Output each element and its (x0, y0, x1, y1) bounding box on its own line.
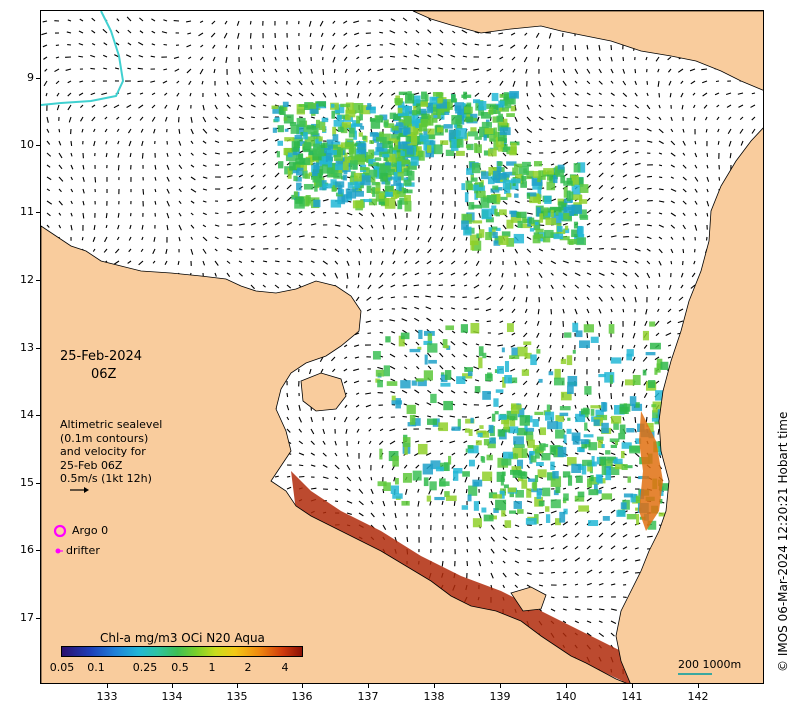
map-svg (41, 11, 763, 683)
colorbar-tick-label: 4 (281, 661, 289, 674)
latitude-tick-label: 14 (20, 408, 34, 421)
latitude-tick-label: 9 (27, 71, 34, 84)
longitude-tick-label: 137 (357, 690, 379, 703)
latitude-tick-label: 16 (20, 543, 34, 556)
longitude-tick-label: 133 (96, 690, 118, 703)
time-label: 06Z (91, 367, 117, 382)
chlorophyll-layer (271, 91, 670, 683)
longitude-tick-label: 140 (555, 690, 577, 703)
legend-line: Altimetric sealevel (60, 418, 163, 431)
colorbar-tick-label: 0.05 (49, 661, 75, 674)
longitude-tick-label: 139 (489, 690, 511, 703)
colorbar-tick-label: 0.1 (87, 661, 105, 674)
land-island-wellesley (510, 586, 547, 612)
colorbar (61, 646, 303, 657)
argo-float-icon (53, 524, 67, 538)
longitude-tick-label: 134 (161, 690, 183, 703)
latitude-tick-mark (36, 550, 40, 551)
colorbar-tick-label: 0.5 (171, 661, 189, 674)
longitude-tick-label: 136 (291, 690, 313, 703)
latitude-tick-label: 12 (20, 273, 34, 286)
latitude-tick-mark (36, 348, 40, 349)
longitude-tick-label: 135 (226, 690, 248, 703)
latitude-tick-mark (36, 78, 40, 79)
drifter-label: drifter (66, 544, 100, 557)
longitude-tick-mark (500, 684, 501, 688)
longitude-tick-mark (302, 684, 303, 688)
legend-line: 0.5m/s (1kt 12h) (60, 472, 152, 485)
longitude-tick-mark (107, 684, 108, 688)
land-arnhem (41, 225, 628, 683)
longitude-tick-mark (368, 684, 369, 688)
longitude-tick-label: 138 (423, 690, 445, 703)
drifter-icon (55, 548, 63, 554)
argo-label: Argo 0 (72, 524, 109, 537)
date-time-label: 25-Feb-2024 06Z (60, 348, 142, 384)
latitude-tick-mark (36, 618, 40, 619)
latitude-tick-label: 13 (20, 341, 34, 354)
latitude-tick-label: 15 (20, 476, 34, 489)
credit-text: © IMOS 06-Mar-2024 12:20:21 Hobart time (776, 411, 790, 672)
longitude-tick-mark (632, 684, 633, 688)
scale-bar (678, 673, 712, 675)
latitude-tick-label: 11 (20, 205, 34, 218)
longitude-tick-label: 141 (621, 690, 643, 703)
land-cape-york (615, 127, 763, 683)
colorbar-tick-label: 1 (208, 661, 216, 674)
colorbar-title: Chl-a mg/m3 OCi N20 Aqua (100, 631, 265, 645)
latitude-tick-mark (36, 145, 40, 146)
longitude-tick-mark (566, 684, 567, 688)
scale-label: 200 1000m (678, 658, 742, 671)
velocity-legend: Altimetric sealevel (0.1m contours) and … (60, 418, 162, 486)
colorbar-tick-label: 2 (244, 661, 252, 674)
legend-line: (0.1m contours) (60, 431, 149, 445)
colorbar-tick-label: 0.25 (132, 661, 158, 674)
longitude-tick-mark (237, 684, 238, 688)
latitude-tick-mark (36, 280, 40, 281)
land-island-groote (300, 372, 347, 412)
latitude-tick-label: 17 (20, 611, 34, 624)
longitude-tick-label: 142 (687, 690, 709, 703)
isobath-line (41, 11, 125, 106)
land-north (412, 11, 763, 91)
longitude-tick-mark (172, 684, 173, 688)
latitude-tick-label: 10 (20, 138, 34, 151)
longitude-tick-mark (698, 684, 699, 688)
latitude-tick-mark (36, 415, 40, 416)
legend-line: 25-Feb 06Z (60, 458, 123, 472)
velocity-scale-arrow-icon (70, 487, 89, 493)
date-label: 25-Feb-2024 (60, 349, 143, 364)
map-canvas[interactable] (40, 10, 764, 684)
latitude-tick-mark (36, 483, 40, 484)
latitude-tick-mark (36, 212, 40, 213)
longitude-tick-mark (434, 684, 435, 688)
legend-line: and velocity for (60, 445, 146, 458)
